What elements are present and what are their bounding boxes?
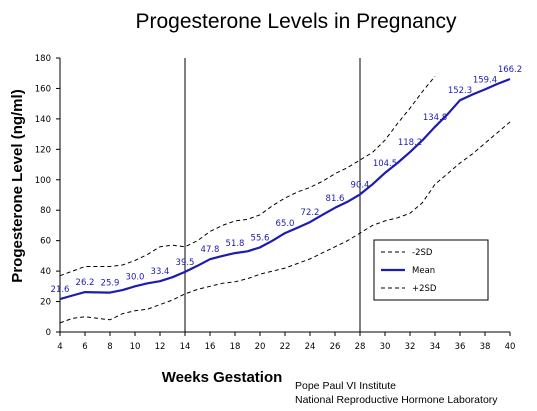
mean-data-label: 33.4 — [151, 267, 170, 277]
mean-data-label: 30.0 — [126, 272, 145, 282]
y-tick-label: 80 — [40, 206, 51, 216]
mean-data-label: 90.4 — [351, 180, 370, 190]
x-tick-label: 4 — [57, 342, 62, 352]
x-tick-label: 38 — [480, 342, 491, 352]
x-tick-label: 18 — [230, 342, 241, 352]
legend: -2SD Mean +2SD — [373, 239, 489, 301]
x-tick-label: 36 — [455, 342, 466, 352]
x-tick-label: 6 — [82, 342, 87, 352]
mean-data-label: 51.8 — [226, 239, 245, 249]
y-tick-label: 120 — [35, 145, 51, 155]
x-tick-label: 30 — [380, 342, 391, 352]
minus-2sd-line — [59, 75, 436, 277]
mean-data-label: 72.2 — [301, 208, 320, 218]
y-tick-label: 0 — [46, 328, 51, 338]
plus-2sd-line — [59, 121, 511, 324]
x-axis-title: Weeks Gestation — [162, 369, 283, 386]
mean-line — [59, 77, 511, 301]
x-tick-label: 8 — [107, 342, 112, 352]
mean-data-label: 104.5 — [373, 159, 397, 169]
y-tick-label: 60 — [40, 237, 51, 247]
x-tick-label: 14 — [180, 342, 191, 352]
mean-data-label: 81.6 — [326, 194, 345, 204]
mean-data-label: 26.2 — [76, 278, 95, 288]
x-tick-label: 40 — [505, 342, 516, 352]
x-tick-label: 22 — [280, 342, 291, 352]
y-tick-label: 160 — [35, 84, 51, 94]
mean-data-label: 134.8 — [423, 113, 447, 123]
mean-data-label: 159.4 — [473, 75, 497, 85]
credit-institute: Pope Paul VI Institute — [295, 380, 396, 392]
mean-data-label: 55.6 — [251, 233, 270, 243]
credit-laboratory: National Reproductive Hormone Laboratory — [295, 394, 498, 406]
legend-label: Mean — [412, 266, 435, 276]
y-tick-label: 180 — [35, 54, 51, 64]
y-tick-label: 140 — [35, 115, 51, 125]
mean-data-label: 25.9 — [101, 279, 120, 289]
legend-label: +2SD — [412, 284, 437, 294]
x-tick-label: 28 — [355, 342, 366, 352]
mean-data-label: 118.2 — [398, 138, 422, 148]
mean-data-label: 65.0 — [276, 219, 295, 229]
mean-data-label: 166.2 — [498, 65, 522, 75]
x-tick-label: 26 — [330, 342, 341, 352]
y-tick-label: 40 — [40, 267, 51, 277]
mean-data-label: 39.5 — [176, 258, 195, 268]
y-tick-label: 20 — [40, 298, 51, 308]
x-tick-label: 16 — [205, 342, 216, 352]
x-tick-label: 10 — [130, 342, 141, 352]
chart-title: Progesterone Levels in Pregnancy — [135, 10, 457, 33]
mean-data-label: 152.3 — [448, 86, 472, 96]
x-tick-label: 24 — [305, 342, 316, 352]
mean-data-label: 21.6 — [51, 285, 70, 295]
x-tick-label: 12 — [155, 342, 166, 352]
x-tick-label: 34 — [430, 342, 441, 352]
y-tick-label: 100 — [35, 176, 51, 186]
x-tick-label: 20 — [255, 342, 266, 352]
legend-label: -2SD — [412, 248, 433, 258]
y-axis-title: Progesterone Level (ng/ml) — [9, 89, 26, 282]
x-tick-label: 32 — [405, 342, 416, 352]
mean-data-label: 47.8 — [201, 245, 220, 255]
